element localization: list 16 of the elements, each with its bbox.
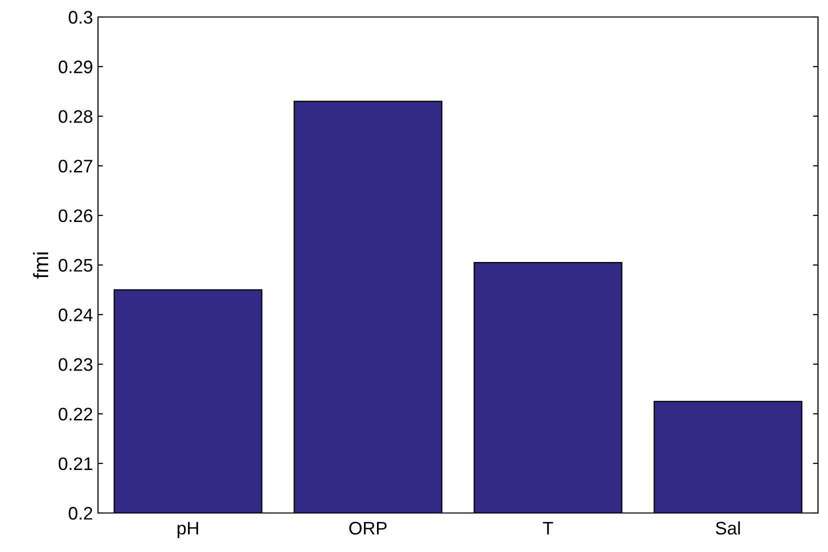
x-tick-label: Sal xyxy=(716,521,740,535)
y-tick-label: 0.23 xyxy=(58,358,92,371)
x-tick-label: pH xyxy=(178,522,198,538)
y-axis-title: fmi xyxy=(33,252,48,279)
y-tick-label: 0.29 xyxy=(58,60,92,74)
y-tick-label: 0.22 xyxy=(58,408,92,421)
y-tick-label: 0.24 xyxy=(58,308,93,322)
y-tick-label: 0.26 xyxy=(58,209,92,222)
y-tick-label: 0.2 xyxy=(68,506,92,520)
y-tick-label: 0.25 xyxy=(58,258,92,272)
y-tick-label: 0.3 xyxy=(68,10,92,24)
y-tick-label: 0.21 xyxy=(58,457,92,470)
y-tick-label: 0.28 xyxy=(58,110,92,123)
x-tick-label: T xyxy=(542,522,554,534)
y-tick-label: 0.27 xyxy=(58,160,92,173)
x-tick-label: ORP xyxy=(349,522,387,535)
